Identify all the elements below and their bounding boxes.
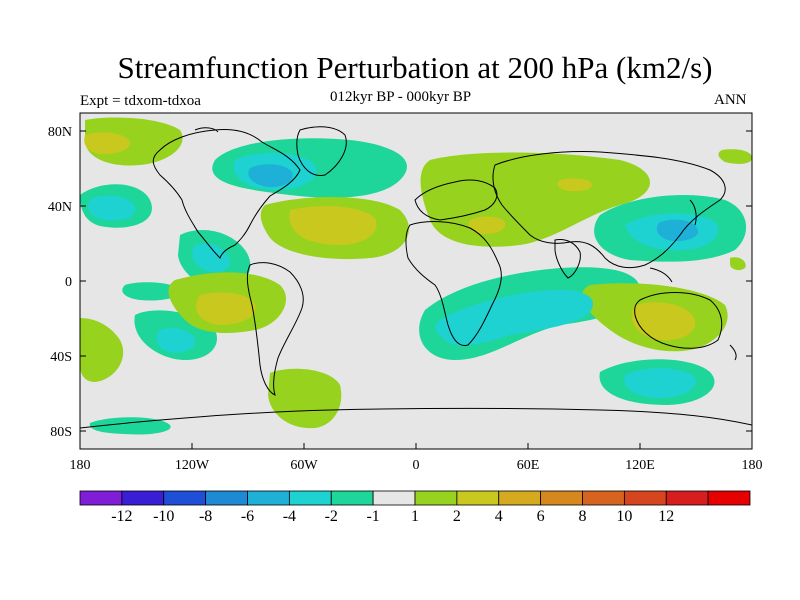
colorbar-label: -2: [325, 508, 338, 525]
colorbar-swatch: [330, 490, 374, 506]
colorbar-swatch: [540, 490, 583, 506]
lon-label: 180: [70, 458, 91, 473]
colorbar-swatch: [205, 490, 248, 506]
lat-label: 40N: [48, 200, 72, 215]
colorbar-swatch: [582, 490, 625, 506]
lon-label: 60E: [517, 458, 540, 473]
colorbar-label: -4: [283, 508, 296, 525]
lon-label: 60W: [290, 458, 318, 473]
colorbar-label: -10: [153, 508, 174, 525]
lat-label: 80N: [48, 125, 72, 140]
colorbar-swatch: [707, 490, 751, 506]
colorbar-swatch: [121, 490, 165, 506]
lon-label: 180: [742, 458, 763, 473]
experiment-label: Expt = tdxom-tdxoa: [80, 93, 201, 109]
colorbar-swatch: [288, 490, 332, 506]
colorbar-swatch: [372, 490, 416, 506]
colorbar-swatch: [414, 490, 458, 506]
colorbar-label: -1: [366, 508, 379, 525]
colorbar-label: -6: [241, 508, 254, 525]
coastlines: [80, 126, 752, 429]
lon-label: 120E: [625, 458, 655, 473]
colorbar-label: 6: [537, 508, 545, 525]
colorbar-swatch: [456, 490, 500, 506]
positive-core: [84, 132, 696, 341]
colorbar-swatch: [498, 490, 542, 506]
colorbar-label: 8: [579, 508, 587, 525]
colorbar-label: 4: [495, 508, 503, 525]
colorbar-label: 12: [658, 508, 674, 525]
lat-label: 80S: [50, 425, 72, 440]
colorbar-swatch: [665, 490, 709, 506]
lon-label: 0: [413, 458, 420, 473]
colorbar-swatch: [623, 490, 667, 506]
lat-label: 40S: [50, 350, 72, 365]
period-label: 012kyr BP - 000kyr BP: [330, 89, 472, 105]
colorbar-swatch: [247, 490, 290, 506]
colorbar: -12 -10 -8 -6 -4 -2 -1 1 2 4 6 8 10 12: [79, 490, 751, 525]
colorbar-label: -12: [111, 508, 132, 525]
colorbar-label: 2: [453, 508, 461, 525]
colorbar-label: -8: [199, 508, 212, 525]
lat-label: 0: [65, 275, 72, 290]
colorbar-label: 10: [616, 508, 632, 525]
contour-fields: [80, 117, 752, 435]
colorbar-swatch: [79, 490, 123, 506]
colorbar-label: 1: [411, 508, 419, 525]
axis-ticks: [79, 130, 753, 449]
longitude-labels: 180 120W 60W 0 60E 120E 180: [70, 458, 763, 473]
season-label: ANN: [714, 92, 747, 108]
latitude-labels: 80N 40N 0 40S 80S: [48, 125, 72, 440]
colorbar-swatch: [163, 490, 207, 506]
plot-title: Streamfunction Perturbation at 200 hPa (…: [117, 50, 713, 85]
lon-label: 120W: [175, 458, 210, 473]
